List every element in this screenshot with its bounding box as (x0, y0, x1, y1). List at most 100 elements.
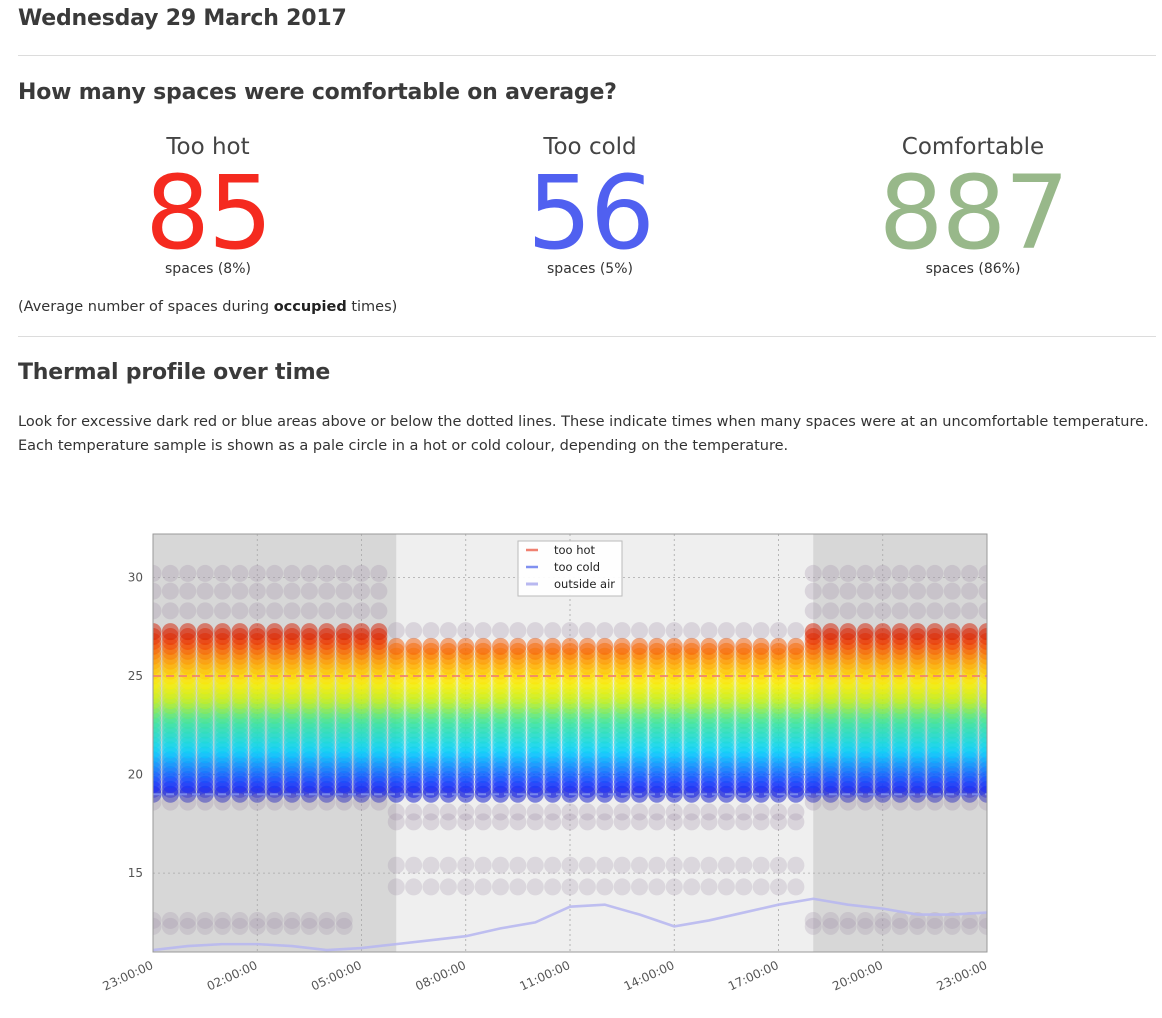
sample-point (266, 917, 284, 935)
sample-point (457, 878, 475, 896)
sample-point (509, 622, 527, 640)
sample-point (578, 878, 596, 896)
sample-point (578, 803, 596, 821)
sample-point (665, 856, 683, 874)
sample-point (387, 637, 405, 655)
sample-point (196, 793, 214, 811)
sample-point (804, 564, 822, 582)
sample-point (266, 911, 284, 929)
sample-point (153, 917, 162, 935)
sample-point (422, 878, 440, 896)
sample-point (752, 856, 770, 874)
sample-point (856, 602, 874, 620)
sample-point (613, 637, 631, 655)
sample-point (283, 564, 301, 582)
sample-point (683, 637, 701, 655)
sample-point (596, 622, 614, 640)
sample-point (492, 637, 509, 655)
sample-point (700, 813, 718, 831)
sample-point (439, 622, 457, 640)
sample-point (196, 602, 214, 620)
sample-point (874, 793, 892, 811)
sample-point (891, 911, 909, 929)
sample-point (978, 564, 987, 582)
sample-point (978, 582, 987, 600)
sample-point (179, 793, 197, 811)
sample-point (613, 856, 631, 874)
sample-point (700, 622, 718, 640)
sample-point (335, 623, 353, 641)
sample-point (474, 803, 492, 821)
sample-point (735, 637, 753, 655)
too-hot-value: 85 (145, 154, 273, 273)
sample-point (717, 803, 735, 821)
sample-point (161, 582, 179, 600)
sample-point (153, 582, 162, 600)
sample-point (214, 911, 231, 929)
sample-point (387, 878, 405, 896)
sample-point (891, 602, 909, 620)
sample-point (752, 878, 770, 896)
sample-point (961, 564, 979, 582)
sample-point (526, 878, 544, 896)
sample-point (787, 803, 805, 821)
sample-point (596, 856, 614, 874)
sample-point (422, 637, 440, 655)
sample-point (248, 602, 266, 620)
sample-point (161, 911, 179, 929)
sample-point (248, 623, 266, 641)
sample-point (665, 803, 683, 821)
sample-point (804, 623, 822, 641)
sample-point (266, 623, 284, 641)
sample-point (613, 803, 631, 821)
sample-point (266, 602, 284, 620)
sample-point (891, 917, 909, 935)
legend-label: too cold (554, 560, 600, 574)
sample-point (683, 813, 701, 831)
too-hot-spaces: spaces (8%) (165, 261, 251, 277)
sample-point (370, 564, 388, 582)
sample-point (735, 856, 753, 874)
sample-point (370, 793, 388, 811)
y-tick-label: 30 (128, 570, 143, 584)
sample-point (266, 793, 284, 811)
sample-point (648, 622, 666, 640)
sample-point (700, 803, 718, 821)
sample-point (943, 623, 961, 641)
sample-point (318, 623, 336, 641)
sample-point (909, 917, 926, 935)
sample-point (909, 911, 926, 929)
sample-point (153, 564, 162, 582)
sample-point (891, 564, 909, 582)
sample-point (509, 856, 527, 874)
sample-point (978, 623, 987, 641)
comfort-heading: How many spaces were comfortable on aver… (18, 80, 617, 105)
sample-point (179, 602, 197, 620)
sample-point (874, 623, 892, 641)
sample-point (457, 803, 475, 821)
sample-point (492, 803, 509, 821)
comfortable-spaces: spaces (86%) (925, 261, 1021, 277)
sample-point (179, 564, 197, 582)
sample-point (943, 793, 961, 811)
sample-point (387, 813, 405, 831)
too-cold-stat: Too cold 56 spaces (5%) (460, 132, 720, 278)
sample-point (353, 602, 370, 620)
sample-point (735, 622, 753, 640)
thermal-description-line-2: Each temperature sample is shown as a pa… (18, 438, 789, 454)
sample-point (196, 911, 214, 929)
x-tick-label: 20:00:00 (830, 958, 885, 993)
sample-point (353, 623, 370, 641)
sample-point (770, 813, 787, 831)
sample-point (370, 602, 388, 620)
sample-point (161, 602, 179, 620)
sample-point (717, 813, 735, 831)
sample-point (526, 856, 544, 874)
sample-point (300, 564, 318, 582)
sample-point (856, 917, 874, 935)
sample-point (196, 623, 214, 641)
sample-point (196, 917, 214, 935)
sample-point (561, 856, 579, 874)
sample-point (804, 793, 822, 811)
sample-point (943, 917, 961, 935)
